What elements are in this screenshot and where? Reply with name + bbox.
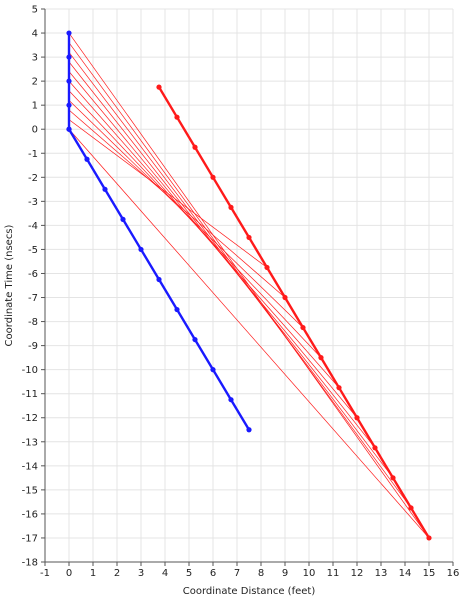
data-point — [264, 264, 270, 271]
y-tick-label: 5 — [32, 5, 38, 16]
ray-line — [68, 80, 340, 388]
data-point — [66, 126, 72, 132]
data-point — [300, 324, 306, 331]
y-tick-label: -4 — [28, 221, 38, 232]
x-tick-label: 11 — [327, 568, 340, 579]
data-point — [228, 204, 234, 210]
ray-line — [68, 90, 322, 358]
ray-line — [68, 119, 268, 268]
y-tick-label: 1 — [32, 101, 38, 112]
x-tick-label: 7 — [234, 568, 240, 579]
x-tick-label: 16 — [447, 568, 460, 579]
data-point — [354, 415, 360, 421]
y-axis-title: Coordinate Time (nsecs) — [4, 224, 15, 346]
data-point — [246, 234, 252, 241]
data-point — [192, 144, 198, 150]
x-tick-label: 10 — [303, 568, 316, 579]
ray-line — [68, 100, 304, 328]
data-point — [84, 156, 90, 162]
y-tick-label: -3 — [28, 197, 38, 208]
y-tick-label: -1 — [28, 149, 38, 160]
data-point — [66, 54, 72, 60]
x-tick-label: 0 — [66, 568, 72, 579]
x-tick-label: 9 — [282, 568, 288, 579]
y-tick-label: -13 — [22, 437, 38, 448]
data-point — [174, 306, 180, 313]
data-point — [426, 535, 432, 541]
y-tick-label: -2 — [28, 173, 38, 184]
ray-line — [68, 109, 286, 298]
data-point — [408, 505, 414, 511]
y-tick-label: -9 — [28, 341, 38, 352]
data-point — [390, 475, 396, 481]
ray-lines — [68, 32, 430, 539]
x-tick-label: 5 — [186, 568, 192, 579]
data-point — [192, 336, 198, 343]
x-tick-label: 3 — [138, 568, 144, 579]
y-tick-label: 3 — [32, 53, 38, 64]
x-tick-label: 14 — [399, 568, 412, 579]
y-tick-label: -6 — [28, 269, 38, 280]
x-tick-label: 2 — [114, 568, 120, 579]
data-point — [210, 367, 216, 373]
x-tick-label: 1 — [90, 568, 96, 579]
y-tick-label: -5 — [28, 245, 38, 256]
data-point — [120, 216, 126, 222]
y-tick-label: -11 — [22, 389, 38, 400]
y-tick-label: -14 — [22, 461, 38, 472]
tick-labels: -1 0 1 2 3 4 5 6 7 8 9 10 11 12 13 14 15 16543210-1-2-3-4… — [22, 5, 460, 580]
y-tick-label: -8 — [28, 317, 38, 328]
y-tick-label: 2 — [32, 77, 38, 88]
axes — [41, 8, 454, 566]
y-tick-label: -17 — [22, 533, 38, 544]
data-point — [228, 397, 234, 403]
data-point — [66, 78, 72, 84]
y-tick-label: -7 — [28, 293, 38, 304]
y-tick-label: 0 — [32, 125, 38, 136]
data-point — [246, 427, 252, 433]
x-tick-label: 4 — [162, 568, 168, 579]
y-tick-label: -12 — [22, 413, 38, 424]
data-point — [66, 30, 72, 36]
data-point — [138, 246, 144, 253]
data-point — [372, 445, 378, 451]
data-point — [282, 294, 288, 301]
data-point — [156, 276, 162, 283]
data-point — [336, 385, 342, 391]
x-tick-label: -1 — [40, 568, 50, 579]
y-tick-label: -18 — [22, 558, 38, 569]
y-tick-label: -10 — [22, 365, 38, 376]
ray-line — [68, 128, 430, 539]
data-point — [174, 114, 180, 120]
data-series — [66, 30, 432, 541]
x-tick-label: 15 — [423, 568, 436, 579]
data-point — [318, 355, 324, 361]
x-tick-label: 6 — [210, 568, 216, 579]
x-tick-label: 13 — [375, 568, 388, 579]
x-axis-title: Coordinate Distance (feet) — [183, 586, 316, 597]
data-point — [66, 102, 72, 108]
y-tick-label: -16 — [22, 509, 38, 520]
y-tick-label: -15 — [22, 485, 38, 496]
y-tick-label: 4 — [32, 29, 38, 40]
data-point — [156, 84, 162, 90]
series-line — [157, 86, 431, 539]
data-point — [210, 174, 216, 180]
x-tick-label: 12 — [351, 568, 364, 579]
x-tick-label: 8 — [258, 568, 264, 579]
data-point — [102, 186, 108, 192]
